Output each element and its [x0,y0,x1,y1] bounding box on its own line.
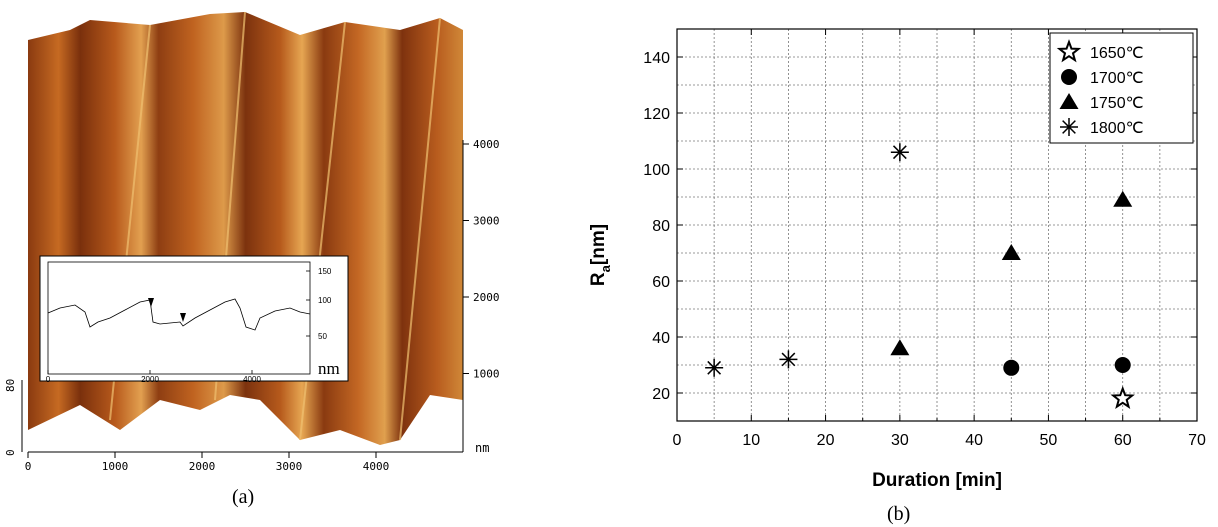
afm-z-tick-80: 80 [4,379,17,392]
x-tick-label: 30 [891,432,909,449]
data-point-triangle [1001,244,1021,260]
legend-label: 1800℃ [1090,120,1144,137]
legend: 1650℃ 1700℃ 1750℃ 1800℃ [1049,32,1194,144]
inset-x-tick-2000: 2000 [141,375,159,384]
legend-marker-asterisk [1060,118,1078,136]
legend-marker-circle [1061,69,1077,85]
inset-marker-2 [180,313,186,322]
legend-label: 1700℃ [1090,70,1144,87]
data-point-triangle [1113,190,1133,207]
y-tick-label: 20 [652,386,670,403]
y-tick-label: 120 [643,106,670,123]
y-tick-label: 100 [643,162,670,179]
inset-marker-1 [148,298,154,307]
data-point-asterisk [779,350,798,369]
x-tick-label: 40 [965,432,983,449]
x-tick-label: 10 [742,432,760,449]
afm-x-tick-label: 3000 [276,460,303,473]
afm-axes [21,140,464,453]
inset-y-tick-150: 150 [318,267,332,276]
caption-a: (a) [232,486,255,508]
afm-x-unit: nm [475,441,489,455]
legend-marker-star [1056,39,1082,63]
data-point-asterisk [890,143,909,162]
afm-x-tick-label: 2000 [189,460,216,473]
x-tick-label: 50 [1040,432,1058,449]
afm-inset: 0 2000 4000 50 100 150 nm [39,255,349,384]
legend-label: 1750℃ [1090,95,1144,112]
x-tick-label: 60 [1114,432,1132,449]
inset-x-tick-0: 0 [46,375,51,384]
x-tick-label: 20 [817,432,835,449]
inset-y-unit: nm [318,359,340,378]
afm-y-tick-label: 1000 [473,368,500,381]
y-tick-label: 140 [643,50,670,67]
y-tick-label: 60 [652,274,670,291]
x-axis-label: Duration [min] [872,470,1002,491]
afm-y-tick-label: 2000 [473,291,500,304]
afm-x-tick-label: 0 [25,460,32,473]
svg-text:Ra[nm]: Ra[nm] [588,224,613,286]
data-point-asterisk [705,358,724,377]
legend-label: 1650℃ [1090,45,1144,62]
data-point-star [1110,385,1135,410]
afm-y-tick-label: 3000 [473,215,500,228]
legend-marker-triangle [1059,93,1079,109]
y-tick-label: 80 [652,218,670,235]
afm-z-tick-0: 0 [4,449,17,456]
inset-x-tick-4000: 4000 [243,375,261,384]
inset-y-tick-100: 100 [318,296,332,305]
y-axis-label: Ra[nm] [588,224,613,286]
y-tick-label: 40 [652,330,670,347]
data-point-circle [1003,359,1020,376]
data-point-triangle [890,339,910,356]
data-point-circle [1114,357,1131,373]
inset-y-tick-50: 50 [318,332,327,341]
afm-x-tick-label: 1000 [102,460,129,473]
inset-profile-line [47,298,311,331]
x-tick-label: 70 [1188,432,1206,449]
afm-y-tick-label: 4000 [473,138,500,151]
afm-x-tick-label: 4000 [363,460,390,473]
x-tick-label: 0 [673,432,682,449]
caption-b: (b) [887,503,911,525]
